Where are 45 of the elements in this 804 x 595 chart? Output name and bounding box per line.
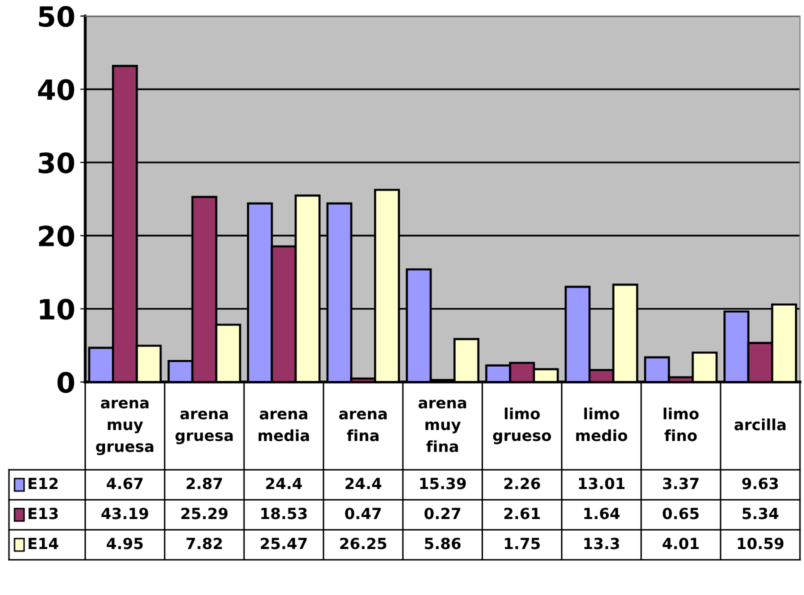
legend-label: E14 (28, 538, 58, 550)
legend-label: E12 (28, 478, 58, 490)
data-label: 15.39 (420, 478, 466, 490)
x-tick-label: limo medio (576, 408, 628, 442)
data-label: 2.87 (186, 478, 222, 490)
y-tick-label: 20 (39, 226, 74, 247)
x-tick-label: arcilla (734, 418, 786, 430)
legend-label: E13 (28, 508, 58, 520)
y-tick-label: 10 (40, 298, 74, 320)
data-label: 2.61 (504, 508, 540, 520)
data-label: 25.47 (260, 538, 307, 550)
data-label: 0.47 (345, 508, 381, 520)
data-label: 25.29 (181, 508, 228, 520)
data-label: 0.27 (424, 508, 460, 520)
x-tick-label: arena fina (339, 410, 387, 442)
data-label: 0.65 (662, 508, 699, 520)
data-label: 4.95 (106, 538, 143, 550)
y-tick-label: 0 (58, 372, 74, 393)
data-label: 9.63 (742, 478, 778, 490)
data-label: 4.67 (106, 478, 143, 490)
data-label: 5.86 (424, 538, 461, 550)
data-label: 3.37 (663, 478, 698, 490)
data-label: 10.59 (738, 538, 784, 550)
data-label: 2.26 (504, 478, 540, 490)
data-label: 5.34 (742, 508, 778, 520)
x-tick-label: limo grueso (493, 408, 552, 444)
x-tick-label: arena muy fina (418, 400, 466, 452)
y-tick-label: 30 (38, 152, 74, 174)
data-label: 13.01 (579, 478, 625, 490)
data-label: 1.64 (584, 508, 620, 520)
data-label: 4.01 (662, 538, 699, 550)
data-label: 13.3 (584, 538, 620, 550)
y-tick-label: 50 (38, 6, 74, 28)
data-label: 43.19 (101, 508, 148, 520)
x-tick-label: arena media (258, 410, 309, 442)
data-label: 18.53 (261, 508, 307, 520)
x-tick-label: arena gruesa (175, 410, 233, 444)
y-tick-label: 40 (38, 79, 74, 100)
x-tick-label: arena muy gruesa (96, 400, 154, 456)
data-label: 24.4 (346, 478, 382, 490)
data-label: 1.75 (504, 538, 540, 550)
data-label: 24.4 (266, 478, 302, 490)
x-tick-label: limo fino (664, 408, 699, 442)
data-label: 26.25 (340, 538, 386, 550)
data-label: 7.82 (186, 538, 222, 550)
